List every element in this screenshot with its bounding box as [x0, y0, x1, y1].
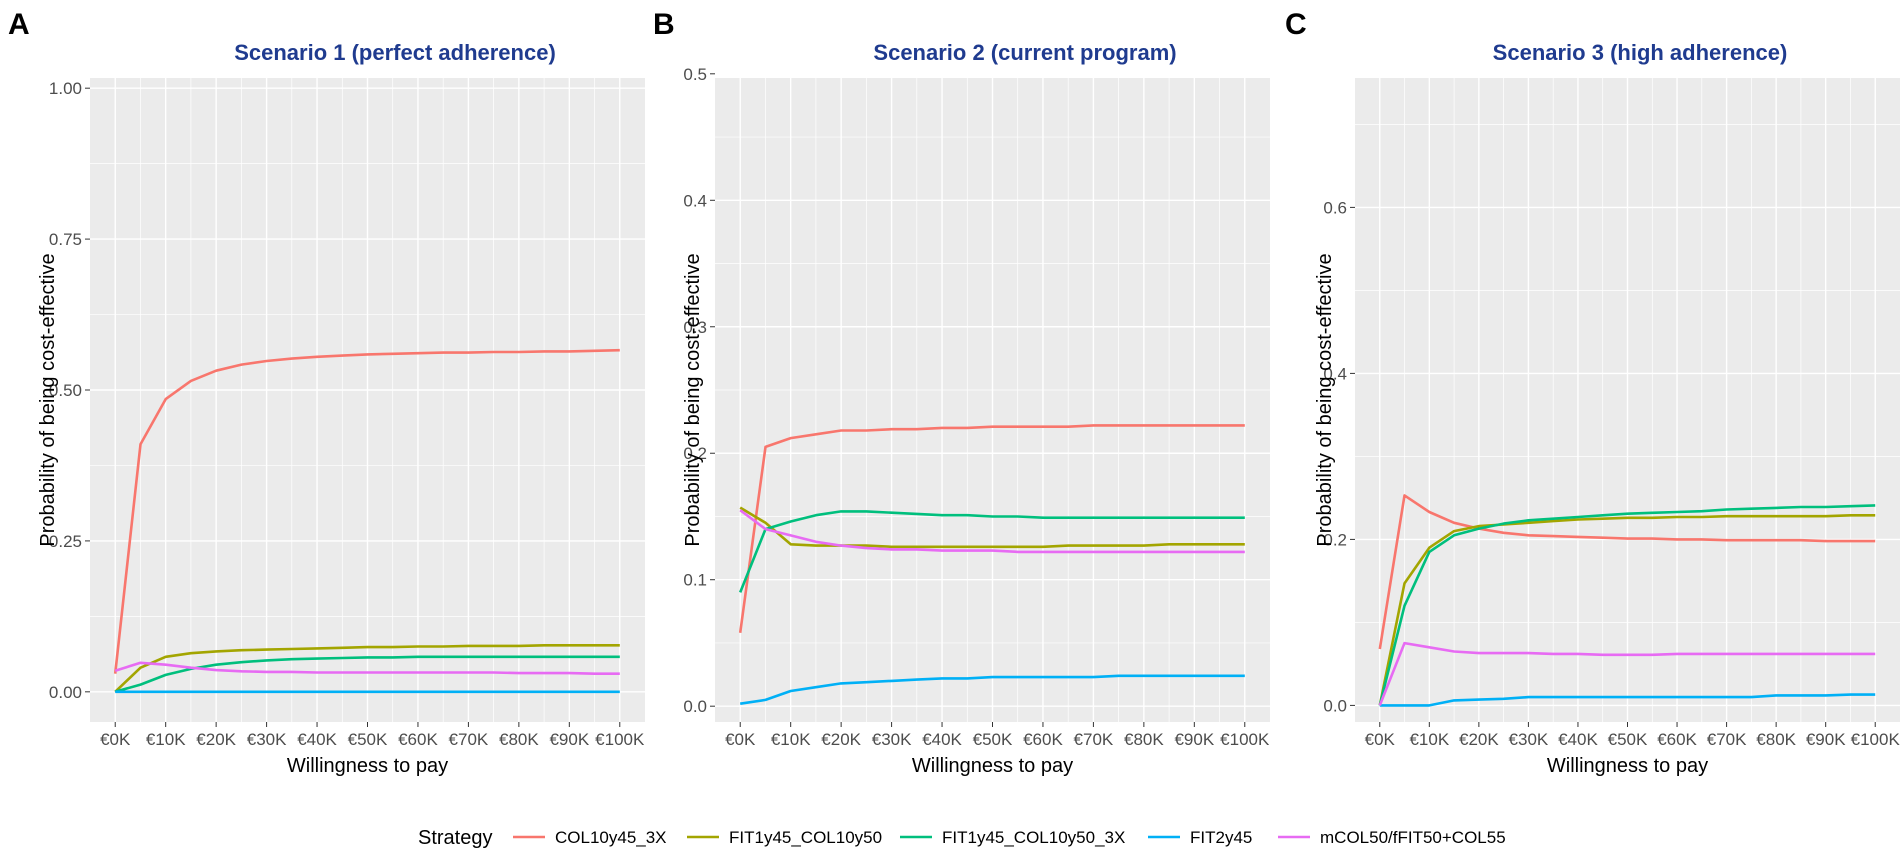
y-tick-label: 0.25 — [49, 532, 82, 551]
panel-title: Scenario 2 (current program) — [873, 40, 1176, 65]
legend-label-fit1y45-col10y50: FIT1y45_COL10y50 — [729, 828, 882, 847]
series-line-mcol50-ffit50-col55 — [739, 509, 1245, 554]
series-line-fit2y45 — [740, 674, 1245, 705]
x-tick-label: €10K — [1409, 730, 1449, 749]
legend: Strategy COL10y45_3X FIT1y45_COL10y50 FIT1y… — [418, 827, 1506, 849]
x-tick-label: €60K — [1023, 730, 1063, 749]
x-tick-label: €20K — [196, 730, 236, 749]
panel-title: Scenario 3 (high adherence) — [1493, 40, 1788, 65]
x-axis-title: Willingness to pay — [1547, 755, 1708, 777]
panel-a: A Scenario 1 (perfect adherence) 0.00 0.25 0… — [8, 8, 645, 777]
y-tick-label: 0.50 — [49, 381, 82, 400]
x-tick-label: €100K — [1851, 730, 1901, 749]
x-tick-label: €20K — [821, 730, 861, 749]
x-tick-label: €20K — [1459, 730, 1499, 749]
x-tick-label: €100K — [595, 730, 645, 749]
x-tick-label: €10K — [771, 730, 811, 749]
series-line-fit1y45-col10y50-3x — [1378, 504, 1876, 706]
series-line-mcol50-ffit50-col55 — [114, 661, 620, 676]
x-tick-label: €80K — [1756, 730, 1796, 749]
x-tick-label: €100K — [1220, 730, 1270, 749]
panel-title: Scenario 1 (perfect adherence) — [234, 40, 556, 65]
x-tick-label: €50K — [348, 730, 388, 749]
x-tick-label: €80K — [1124, 730, 1164, 749]
x-axis-title: Willingness to pay — [912, 755, 1073, 777]
x-tick-label: €30K — [872, 730, 912, 749]
series-line-fit2y45 — [1379, 693, 1876, 707]
x-tick-label: €70K — [1707, 730, 1747, 749]
y-tick-label: 0.2 — [1323, 530, 1347, 549]
x-tick-label: €80K — [499, 730, 539, 749]
x-tick-label: €10K — [146, 730, 186, 749]
panel-letter: A — [8, 8, 30, 41]
x-tick-label: €70K — [449, 730, 489, 749]
series-line-fit1y45-col10y50 — [1378, 513, 1876, 706]
y-axis-title: Probability of being cost-effective — [682, 253, 704, 546]
series-line-col10y45-3x — [1378, 494, 1876, 650]
y-tick-label: 0.00 — [49, 683, 82, 702]
y-tick-label: 0.5 — [683, 65, 707, 84]
panel-c: C Scenario 3 (high adherence) 0.0 0.2 0.4 0.6… — [1285, 8, 1900, 777]
y-tick-label: 0.0 — [683, 697, 707, 716]
legend-label-fit1y45-col10y50-3x: FIT1y45_COL10y50_3X — [942, 828, 1125, 847]
series-line-mcol50-ffit50-col55 — [1378, 641, 1876, 706]
x-tick-label: €60K — [398, 730, 438, 749]
x-tick-label: €90K — [1806, 730, 1846, 749]
legend-label-col10y45-3x: COL10y45_3X — [555, 828, 667, 847]
x-tick-label: €0K — [1365, 730, 1396, 749]
x-tick-label: €90K — [549, 730, 589, 749]
x-tick-label: €40K — [297, 730, 337, 749]
x-tick-label: €40K — [922, 730, 962, 749]
y-axis-title: Probability of being cost-effective — [1314, 253, 1336, 546]
x-tick-label: €50K — [1608, 730, 1648, 749]
y-axis-title: Probability of being cost-effective — [37, 253, 59, 546]
x-tick-label: €30K — [1509, 730, 1549, 749]
y-tick-label: 0.4 — [683, 191, 707, 210]
panel-letter: C — [1285, 8, 1307, 41]
series-line-fit1y45-col10y50-3x — [738, 510, 1245, 593]
panel-letter: B — [653, 8, 675, 41]
y-tick-label: 0.4 — [1323, 364, 1347, 383]
series-line-fit1y45-col10y50 — [739, 506, 1245, 549]
x-tick-label: €50K — [973, 730, 1013, 749]
x-tick-label: €70K — [1074, 730, 1114, 749]
series-line-col10y45-3x — [738, 424, 1245, 633]
panel-b: B Scenario 2 (current program) 0.0 0.1 0.2 0.… — [653, 8, 1270, 777]
x-tick-label: €0K — [725, 730, 756, 749]
x-tick-label: €40K — [1558, 730, 1598, 749]
x-tick-label: €60K — [1657, 730, 1697, 749]
series-line-fit1y45-col10y50 — [114, 643, 620, 693]
y-tick-label: 0.3 — [683, 318, 707, 337]
x-tick-label: €30K — [247, 730, 287, 749]
x-tick-label: €90K — [1174, 730, 1214, 749]
y-tick-label: 1.00 — [49, 79, 82, 98]
legend-label-fit2y45: FIT2y45 — [1190, 828, 1252, 847]
x-axis-title: Willingness to pay — [287, 755, 448, 777]
legend-label-mcol50-ffit50-col55: mCOL50/fFIT50+COL55 — [1320, 828, 1506, 847]
y-tick-label: 0.6 — [1323, 198, 1347, 217]
series-line-col10y45-3x — [113, 348, 620, 674]
y-tick-label: 0.2 — [683, 444, 707, 463]
x-tick-label: €0K — [100, 730, 131, 749]
y-tick-label: 0.0 — [1323, 696, 1347, 715]
y-tick-label: 0.1 — [683, 571, 707, 590]
legend-title: Strategy — [418, 827, 492, 849]
y-tick-label: 0.75 — [49, 230, 82, 249]
